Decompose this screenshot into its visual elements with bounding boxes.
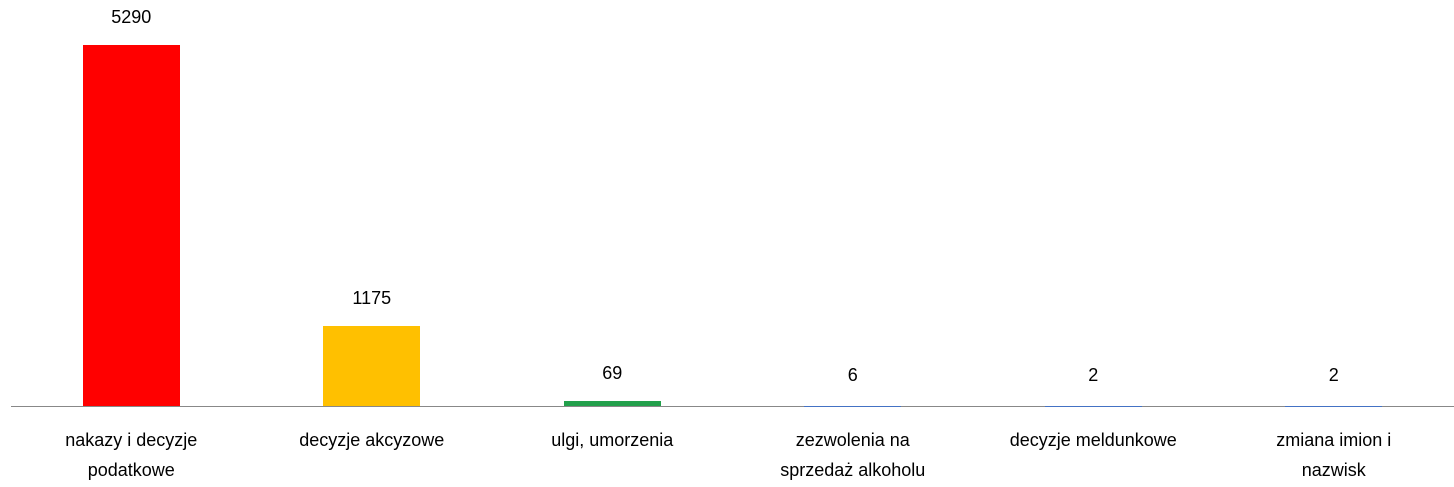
bar xyxy=(82,45,180,406)
bar xyxy=(323,325,421,406)
x-tick-label: nakazy i decyzje podatkowe xyxy=(65,430,198,480)
value-label: 2 xyxy=(1328,365,1339,385)
x-tick-label: zmiana imion i nazwisk xyxy=(1276,430,1392,480)
value-label: 69 xyxy=(602,363,623,384)
value-label: 1175 xyxy=(352,287,392,308)
x-tick-label: decyzje meldunkowe xyxy=(1009,430,1177,450)
x-tick-label: ulgi, umorzenia xyxy=(551,430,674,450)
x-tick-label: decyzje akcyzowe xyxy=(299,430,445,450)
value-label: 6 xyxy=(847,365,858,385)
x-axis-line xyxy=(11,406,1454,407)
value-label: 5290 xyxy=(111,7,152,27)
bar xyxy=(563,401,661,406)
x-tick-label: zezwolenia na sprzedaż alkoholu xyxy=(780,430,926,480)
value-label: 2 xyxy=(1088,365,1099,385)
